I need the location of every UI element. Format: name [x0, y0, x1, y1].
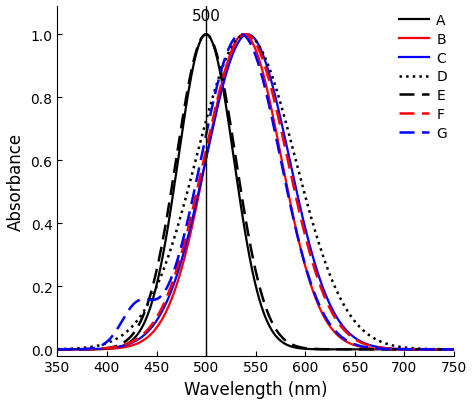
Line: G: G — [57, 35, 454, 350]
F — [221, 73, 227, 78]
E — [221, 85, 227, 90]
Text: 500: 500 — [191, 9, 220, 24]
B — [243, 33, 249, 38]
C — [243, 33, 249, 38]
A — [221, 92, 227, 97]
D — [55, 347, 60, 352]
E — [203, 33, 209, 38]
C — [451, 347, 457, 352]
B — [224, 62, 230, 67]
G — [221, 60, 227, 65]
G — [419, 347, 425, 352]
F — [55, 347, 60, 352]
Y-axis label: Absorbance: Absorbance — [7, 132, 25, 230]
G — [343, 337, 348, 342]
Line: E: E — [57, 35, 454, 350]
Line: F: F — [57, 35, 454, 350]
D — [439, 347, 445, 352]
C — [221, 80, 227, 85]
A — [203, 33, 209, 38]
F — [224, 63, 230, 68]
D — [419, 347, 425, 352]
F — [439, 347, 445, 352]
X-axis label: Wavelength (nm): Wavelength (nm) — [184, 380, 328, 398]
E — [439, 347, 445, 352]
G — [243, 35, 249, 40]
E — [55, 347, 60, 352]
F — [343, 329, 348, 334]
Line: C: C — [57, 35, 454, 350]
C — [224, 69, 230, 74]
D — [343, 306, 348, 311]
F — [243, 33, 249, 38]
C — [245, 33, 251, 38]
D — [221, 62, 227, 66]
E — [419, 347, 425, 352]
C — [419, 347, 425, 352]
G — [238, 33, 244, 38]
D — [243, 33, 249, 38]
F — [451, 347, 457, 352]
D — [243, 33, 249, 38]
E — [451, 347, 457, 352]
A — [55, 347, 60, 352]
D — [451, 347, 457, 352]
G — [224, 51, 230, 56]
B — [55, 347, 60, 352]
B — [451, 347, 457, 352]
C — [343, 327, 348, 332]
A — [343, 347, 348, 352]
B — [241, 33, 246, 38]
D — [224, 54, 230, 59]
F — [243, 33, 249, 38]
E — [243, 219, 249, 224]
B — [419, 347, 425, 352]
F — [419, 347, 425, 352]
B — [343, 339, 348, 344]
A — [243, 234, 249, 239]
Line: A: A — [57, 35, 454, 350]
G — [439, 347, 445, 352]
A — [451, 347, 457, 352]
A — [224, 112, 230, 117]
B — [439, 347, 445, 352]
Legend: A, B, C, D, E, F, G: A, B, C, D, E, F, G — [396, 11, 450, 143]
E — [343, 347, 348, 352]
C — [439, 347, 445, 352]
C — [55, 347, 60, 352]
G — [55, 347, 60, 352]
Line: B: B — [57, 35, 454, 350]
G — [451, 347, 457, 352]
A — [439, 347, 445, 352]
B — [221, 73, 227, 78]
Line: D: D — [57, 35, 454, 350]
A — [419, 347, 425, 352]
E — [224, 103, 230, 108]
